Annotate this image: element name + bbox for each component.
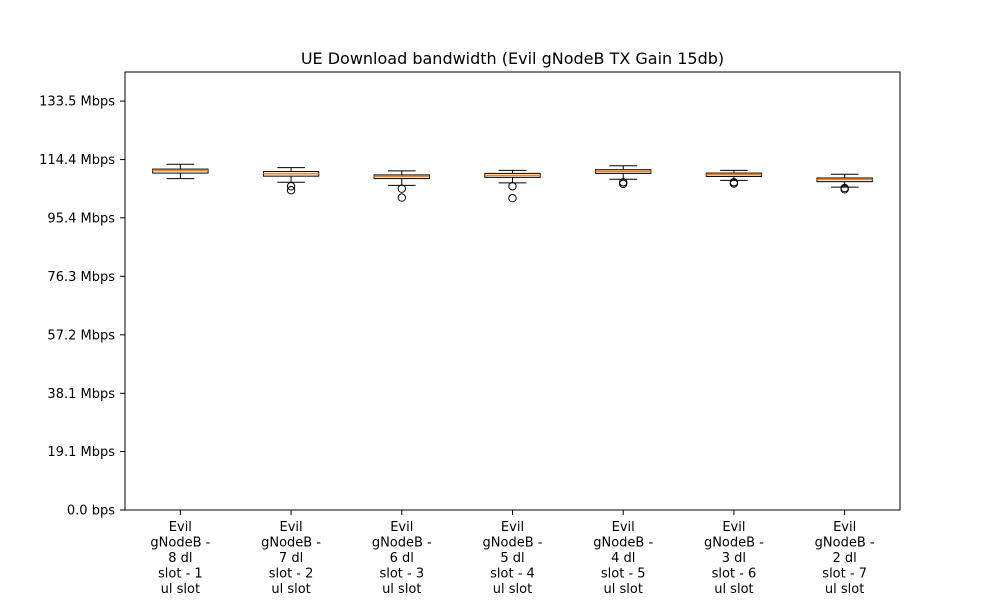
y-tick-label: 19.1 Mbps <box>47 445 115 460</box>
x-tick-label-line: 7 dl <box>279 551 303 566</box>
x-tick-label-line: Evil <box>722 520 745 535</box>
x-tick-label: Evil gNodeB -2 dl slot - 7 ul slot <box>815 520 875 597</box>
box-group <box>816 173 873 194</box>
x-tick-label-line: slot - 6 <box>712 567 757 582</box>
x-tick-label-line: Evil <box>169 520 192 535</box>
x-tick-label-line: gNodeB - <box>150 536 210 551</box>
y-tick-label: 95.4 Mbps <box>47 211 115 226</box>
x-tick-label-line: ul slot <box>382 582 421 597</box>
plot-frame <box>124 71 901 511</box>
y-axis: 0.0 bps 19.1 Mbps 38.1 Mbps 57.2 Mbps 76.3 M… <box>39 95 125 519</box>
box-group <box>373 170 430 202</box>
outlier-point <box>840 185 849 194</box>
y-tick-label: 76.3 Mbps <box>47 270 115 285</box>
x-tick-label: Evil gNodeB -5 dl slot - 4 ul slot <box>483 520 543 597</box>
y-tick-label: 0.0 bps <box>67 504 115 519</box>
x-tick-label-line: Evil <box>612 520 635 535</box>
outlier-point <box>286 186 296 195</box>
x-tick-label-line: ul slot <box>604 582 643 597</box>
y-tick-label: 114.4 Mbps <box>39 153 115 168</box>
x-tick-label: Evil gNodeB -8 dl slot - 1 ul slot <box>150 520 210 597</box>
x-tick-label-line: ul slot <box>825 582 864 597</box>
x-tick-label-line: 6 dl <box>390 551 414 566</box>
x-tick-label-line: gNodeB - <box>261 536 321 551</box>
x-tick-label-line: 2 dl <box>833 551 857 566</box>
outlier-point <box>397 193 406 202</box>
box-group <box>705 169 763 188</box>
y-tick-label: 57.2 Mbps <box>47 328 115 343</box>
boxes-group <box>152 163 873 203</box>
outlier-point <box>397 184 406 193</box>
x-tick-label: Evil gNodeB -6 dl slot - 3 ul slot <box>372 520 432 597</box>
x-tick-label-line: slot - 3 <box>379 567 424 582</box>
x-tick-label-line: 4 dl <box>611 551 635 566</box>
x-tick-label-line: Evil <box>501 520 524 535</box>
box-group <box>262 167 320 195</box>
x-tick-label: Evil gNodeB -7 dl slot - 2 ul slot <box>261 520 321 597</box>
x-tick-label-line: slot - 7 <box>822 567 867 582</box>
outlier-point <box>508 182 517 191</box>
outlier-point <box>286 182 296 191</box>
x-tick-label-line: gNodeB - <box>372 536 432 551</box>
box-group <box>595 165 652 188</box>
x-tick-label-line: 8 dl <box>168 551 192 566</box>
chart-title: UE Download bandwidth (Evil gNodeB TX Ga… <box>301 49 724 68</box>
x-tick-label-line: gNodeB - <box>593 536 653 551</box>
outlier-point <box>729 179 739 188</box>
box-group <box>484 169 541 203</box>
x-tick-label: Evil gNodeB -3 dl slot - 6 ul slot <box>704 520 764 597</box>
x-tick-label-line: 5 dl <box>500 551 524 566</box>
x-tick-label-line: Evil <box>833 520 856 535</box>
x-tick-label-line: gNodeB - <box>704 536 764 551</box>
x-tick-label-line: Evil <box>280 520 303 535</box>
outlier-point <box>619 179 628 188</box>
outlier-point <box>508 193 517 203</box>
y-tick-label: 133.5 Mbps <box>39 95 115 110</box>
x-tick-label-line: ul slot <box>161 582 200 597</box>
x-tick-label-line: slot - 1 <box>158 567 203 582</box>
x-tick-label: Evil gNodeB -4 dl slot - 5 ul slot <box>593 520 653 597</box>
x-tick-label-line: slot - 2 <box>269 567 314 582</box>
x-tick-label-line: gNodeB - <box>815 536 875 551</box>
x-tick-label-line: slot - 5 <box>601 567 646 582</box>
x-tick-label-line: ul slot <box>714 582 753 597</box>
y-tick-label: 38.1 Mbps <box>47 387 115 402</box>
x-tick-label-line: 3 dl <box>722 551 746 566</box>
x-tick-label-line: ul slot <box>271 582 310 597</box>
x-tick-label-line: ul slot <box>493 582 532 597</box>
box-group <box>152 163 209 180</box>
x-tick-label-line: gNodeB - <box>483 536 543 551</box>
x-tick-label-line: Evil <box>390 520 413 535</box>
x-tick-label-line: slot - 4 <box>490 567 535 582</box>
